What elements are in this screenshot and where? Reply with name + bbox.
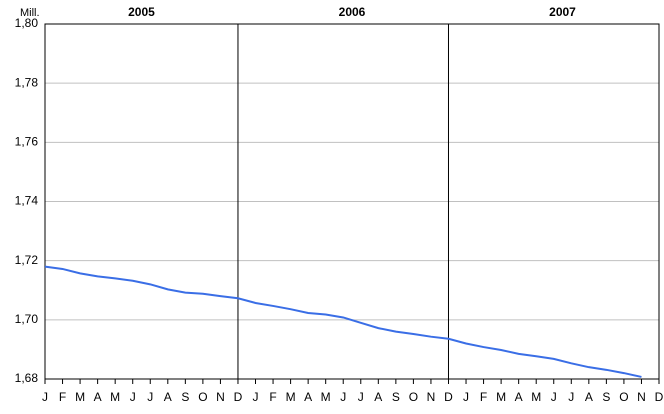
y-tick-label: 1,76 bbox=[15, 135, 39, 149]
x-tick-label: M bbox=[75, 390, 85, 404]
x-tick-label: A bbox=[515, 390, 523, 404]
x-tick-label: J bbox=[340, 390, 346, 404]
x-tick-label: J bbox=[568, 390, 574, 404]
year-label: 2007 bbox=[549, 5, 576, 19]
x-tick-label: D bbox=[234, 390, 243, 404]
y-tick-label: 1,80 bbox=[15, 16, 39, 30]
x-tick-label: M bbox=[531, 390, 541, 404]
x-tick-label: J bbox=[253, 390, 259, 404]
x-tick-label: A bbox=[304, 390, 312, 404]
x-tick-label: A bbox=[94, 390, 102, 404]
x-tick-label: N bbox=[427, 390, 436, 404]
x-tick-label: S bbox=[602, 390, 610, 404]
y-tick-label: 1,72 bbox=[15, 253, 39, 267]
x-tick-label: S bbox=[181, 390, 189, 404]
y-tick-label: 1,70 bbox=[15, 312, 39, 326]
y-tick-label: 1,68 bbox=[15, 371, 39, 385]
year-label: 2006 bbox=[339, 5, 366, 19]
x-tick-label: N bbox=[216, 390, 225, 404]
x-tick-label: O bbox=[619, 390, 628, 404]
data-line bbox=[44, 265, 642, 378]
x-tick-label: J bbox=[42, 390, 48, 404]
x-tick-label: J bbox=[358, 390, 364, 404]
y-tick-label: 1,78 bbox=[15, 75, 39, 89]
plot-frame bbox=[44, 23, 660, 380]
year-label: 2005 bbox=[128, 5, 155, 19]
x-tick-label: J bbox=[130, 390, 136, 404]
x-tick-label: D bbox=[655, 390, 664, 404]
x-tick-label: A bbox=[164, 390, 172, 404]
y-tick-label: 1,74 bbox=[15, 194, 39, 208]
x-tick-label: J bbox=[147, 390, 153, 404]
x-tick-label: O bbox=[198, 390, 207, 404]
x-tick-label: F bbox=[480, 390, 487, 404]
x-tick-label: M bbox=[496, 390, 506, 404]
x-tick-label: M bbox=[286, 390, 296, 404]
x-tick-label: J bbox=[551, 390, 557, 404]
x-tick-label: S bbox=[392, 390, 400, 404]
x-tick-label: M bbox=[110, 390, 120, 404]
x-tick-label: A bbox=[374, 390, 382, 404]
x-tick-label: F bbox=[269, 390, 276, 404]
x-tick-label: J bbox=[463, 390, 469, 404]
y-axis-label: Mill. bbox=[20, 7, 40, 19]
x-tick-label: O bbox=[409, 390, 418, 404]
x-tick-label: D bbox=[444, 390, 453, 404]
x-tick-label: N bbox=[637, 390, 646, 404]
x-tick-label: M bbox=[321, 390, 331, 404]
x-tick-label: A bbox=[585, 390, 593, 404]
x-tick-label: F bbox=[59, 390, 66, 404]
